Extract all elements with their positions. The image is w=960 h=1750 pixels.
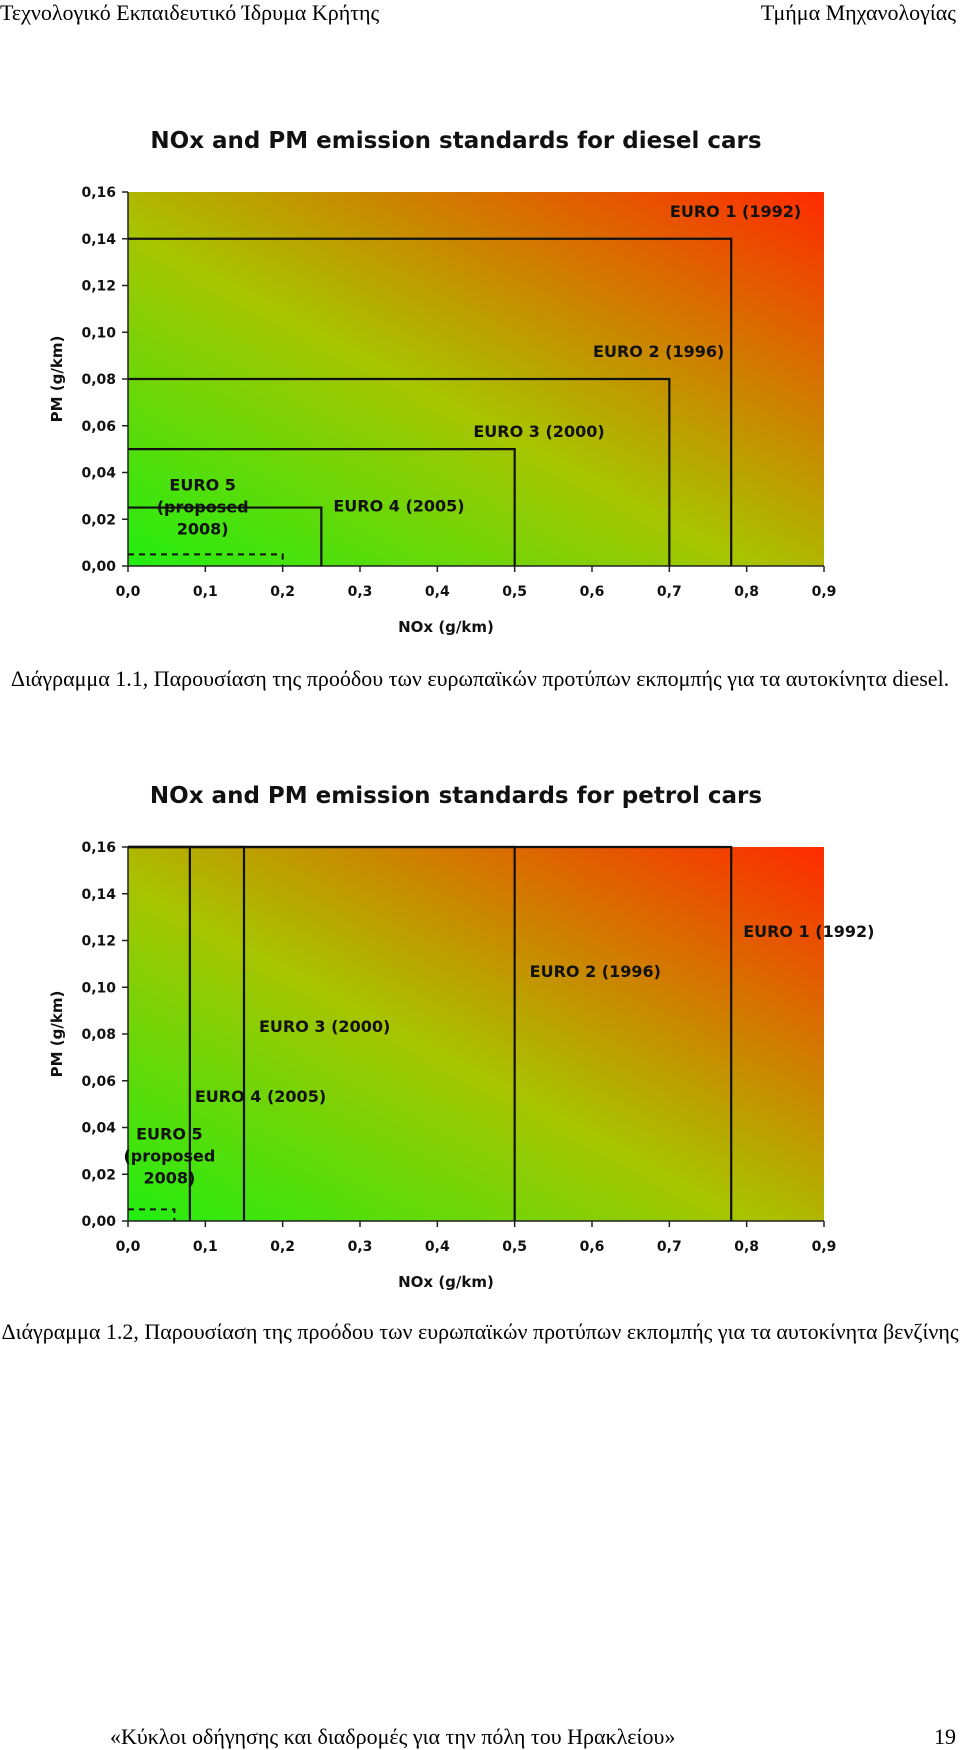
x-axis-label: NOx (g/km) (398, 618, 494, 636)
standard-limit-line (128, 845, 191, 1221)
x-tick-label: 0,8 (734, 584, 759, 600)
standard-label: EURO 4 (2005) (333, 497, 464, 516)
x-tick-label: 0,2 (270, 1239, 295, 1255)
standard-label: EURO 2 (1996) (530, 962, 661, 981)
x-tick-label: 0,3 (348, 1239, 373, 1255)
diesel-chart: NOx and PM emission standards for diesel… (0, 100, 960, 645)
plot-area (128, 847, 824, 1221)
standard-label: EURO 2 (1996) (593, 342, 724, 361)
x-tick-label: 0,5 (502, 1239, 527, 1255)
y-tick-label: 0,02 (81, 512, 116, 528)
y-tick-label: 0,08 (81, 1027, 116, 1043)
y-tick-label: 0,16 (81, 185, 116, 201)
y-tick-label: 0,06 (81, 1074, 116, 1090)
chart-title: NOx and PM emission standards for petrol… (150, 783, 762, 809)
y-tick-label: 0,08 (81, 372, 116, 388)
header-department: Τμήμα Μηχανολογίας (760, 0, 956, 25)
x-axis-label: NOx (g/km) (398, 1273, 494, 1291)
y-tick-label: 0,16 (81, 840, 116, 856)
petrol-chart: NOx and PM emission standards for petrol… (0, 755, 960, 1300)
standard-label: EURO 5 (proposed 2008) (123, 1124, 215, 1187)
standard-limit-line (128, 553, 284, 566)
standard-label: EURO 1 (1992) (743, 922, 874, 941)
x-tick-label: 0,8 (734, 1239, 759, 1255)
y-tick-label: 0,04 (81, 466, 116, 482)
chart-title: NOx and PM emission standards for diesel… (150, 128, 761, 154)
diesel-chart-svg: NOx and PM emission standards for diesel… (48, 128, 837, 636)
x-tick-label: 0,2 (270, 584, 295, 600)
y-tick-label: 0,06 (81, 419, 116, 435)
x-tick-label: 0,1 (193, 584, 218, 600)
y-axis-label: PM (g/km) (48, 336, 66, 423)
x-tick-label: 0,9 (812, 584, 837, 600)
standard-label: EURO 3 (2000) (259, 1017, 390, 1036)
y-tick-label: 0,10 (81, 980, 116, 996)
standard-limit-line (128, 845, 516, 1221)
standard-label: EURO 5 (proposed 2008) (157, 475, 249, 538)
y-tick-label: 0,10 (81, 325, 116, 341)
footer-title: «Κύκλοι οδήγησης και διαδρομές για την π… (110, 1724, 676, 1749)
page-number: 19 (934, 1724, 956, 1749)
standard-limit-line (128, 377, 671, 566)
x-tick-label: 0,0 (116, 1239, 141, 1255)
x-tick-label: 0,7 (657, 584, 682, 600)
standard-limit-line (128, 448, 516, 566)
x-tick-label: 0,6 (580, 584, 605, 600)
standard-limit-line (128, 506, 323, 566)
y-tick-label: 0,14 (81, 232, 116, 248)
y-tick-label: 0,14 (81, 887, 116, 903)
standard-limit-line (128, 237, 733, 566)
y-tick-label: 0,02 (81, 1167, 116, 1183)
standard-label: EURO 4 (2005) (195, 1087, 326, 1106)
x-tick-label: 0,1 (193, 1239, 218, 1255)
y-axis-label: PM (g/km) (48, 991, 66, 1078)
y-tick-label: 0,04 (81, 1121, 116, 1137)
x-tick-label: 0,7 (657, 1239, 682, 1255)
standard-label: EURO 1 (1992) (670, 202, 801, 221)
x-tick-label: 0,6 (580, 1239, 605, 1255)
x-tick-label: 0,0 (116, 584, 141, 600)
y-tick-label: 0,12 (81, 279, 116, 295)
caption-petrol: Διάγραμμα 1.2, Παρουσίαση της προόδου τω… (1, 1319, 959, 1344)
x-tick-label: 0,3 (348, 584, 373, 600)
x-tick-label: 0,9 (812, 1239, 837, 1255)
caption-diesel: Διάγραμμα 1.1, Παρουσίαση της προόδου τω… (10, 666, 950, 691)
x-tick-label: 0,5 (502, 584, 527, 600)
y-tick-label: 0,00 (81, 559, 116, 575)
standard-limit-line (128, 1208, 176, 1221)
x-tick-label: 0,4 (425, 584, 450, 600)
header-institution: Τεχνολογικό Εκπαιδευτικό Ίδρυμα Κρήτης (0, 0, 380, 25)
standard-label: EURO 3 (2000) (473, 422, 604, 441)
y-tick-label: 0,12 (81, 934, 116, 950)
y-tick-label: 0,00 (81, 1214, 116, 1230)
petrol-chart-svg: NOx and PM emission standards for petrol… (48, 783, 874, 1291)
x-tick-label: 0,4 (425, 1239, 450, 1255)
